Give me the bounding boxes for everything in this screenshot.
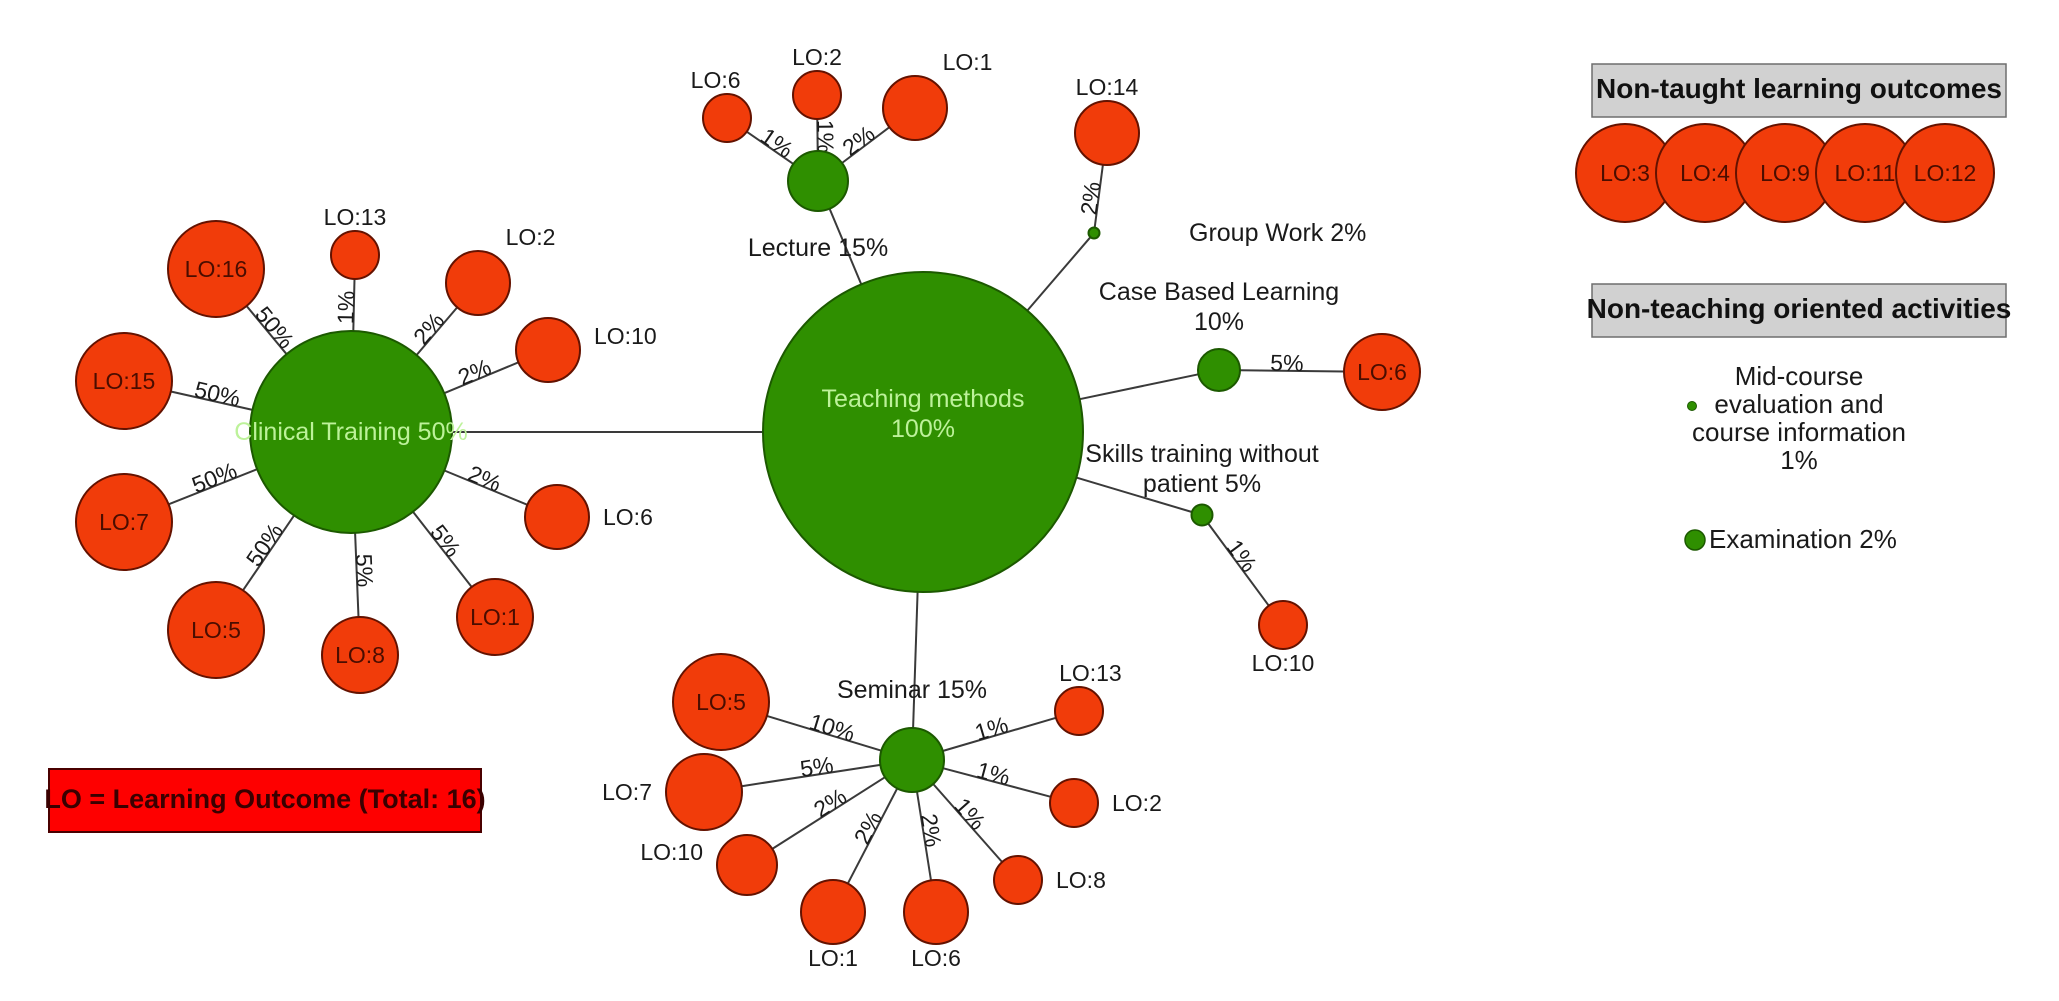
svg-text:evaluation and: evaluation and: [1714, 389, 1883, 419]
svg-text:5%: 5%: [1270, 350, 1304, 376]
svg-text:LO:5: LO:5: [191, 617, 241, 643]
svg-text:Seminar 15%: Seminar 15%: [837, 676, 987, 704]
svg-text:10%: 10%: [1194, 308, 1244, 336]
svg-text:LO:1: LO:1: [943, 49, 993, 75]
svg-text:Skills training without: Skills training without: [1085, 440, 1318, 468]
svg-text:LO = Learning Outcome (Total:: LO = Learning Outcome (Total: 16): [44, 784, 485, 814]
svg-text:LO:10: LO:10: [594, 323, 657, 349]
svg-text:LO:7: LO:7: [99, 509, 149, 535]
svg-text:LO:16: LO:16: [185, 256, 248, 282]
svg-text:LO:13: LO:13: [1059, 660, 1122, 686]
svg-text:LO:8: LO:8: [335, 642, 385, 668]
svg-text:Clinical Training 50%: Clinical Training 50%: [234, 418, 467, 446]
svg-text:100%: 100%: [891, 415, 955, 443]
svg-text:Non-teaching oriented activiti: Non-teaching oriented activities: [1587, 293, 2012, 324]
svg-text:LO:10: LO:10: [640, 839, 703, 865]
svg-text:LO:2: LO:2: [1112, 790, 1162, 816]
svg-text:LO:2: LO:2: [792, 44, 842, 70]
svg-text:Examination 2%: Examination 2%: [1709, 524, 1897, 554]
svg-text:LO:1: LO:1: [808, 945, 858, 971]
svg-text:patient 5%: patient 5%: [1143, 470, 1261, 498]
svg-text:2%: 2%: [916, 812, 947, 849]
svg-text:1%: 1%: [812, 120, 838, 154]
svg-text:LO:6: LO:6: [603, 504, 653, 530]
svg-text:LO:8: LO:8: [1056, 867, 1106, 893]
svg-text:Mid-course: Mid-course: [1735, 361, 1864, 391]
svg-text:LO:12: LO:12: [1914, 160, 1977, 186]
svg-text:5%: 5%: [798, 751, 835, 782]
svg-text:2%: 2%: [1075, 180, 1105, 216]
svg-text:LO:6: LO:6: [1357, 359, 1407, 385]
svg-text:LO:4: LO:4: [1680, 160, 1730, 186]
svg-text:LO:6: LO:6: [691, 67, 741, 93]
svg-text:LO:2: LO:2: [506, 224, 556, 250]
svg-text:1%: 1%: [1780, 445, 1818, 475]
svg-text:LO:7: LO:7: [602, 779, 652, 805]
svg-text:LO:13: LO:13: [324, 204, 387, 230]
svg-text:Group Work 2%: Group Work 2%: [1189, 219, 1366, 247]
svg-text:course information: course information: [1692, 417, 1906, 447]
svg-text:LO:3: LO:3: [1600, 160, 1650, 186]
svg-text:LO:10: LO:10: [1252, 650, 1315, 676]
svg-text:1%: 1%: [332, 291, 359, 325]
svg-text:Non-taught learning outcomes: Non-taught learning outcomes: [1596, 73, 2002, 104]
svg-text:Lecture 15%: Lecture 15%: [748, 234, 888, 262]
svg-text:LO:5: LO:5: [696, 689, 746, 715]
svg-text:LO:1: LO:1: [470, 604, 520, 630]
svg-text:LO:14: LO:14: [1076, 74, 1139, 100]
svg-text:LO:11: LO:11: [1835, 160, 1896, 186]
svg-text:LO:9: LO:9: [1760, 160, 1810, 186]
svg-text:Teaching methods: Teaching methods: [822, 385, 1025, 413]
svg-text:LO:6: LO:6: [911, 945, 961, 971]
svg-text:5%: 5%: [351, 553, 378, 587]
svg-text:Case Based Learning: Case Based Learning: [1099, 278, 1339, 306]
svg-text:LO:15: LO:15: [93, 368, 156, 394]
